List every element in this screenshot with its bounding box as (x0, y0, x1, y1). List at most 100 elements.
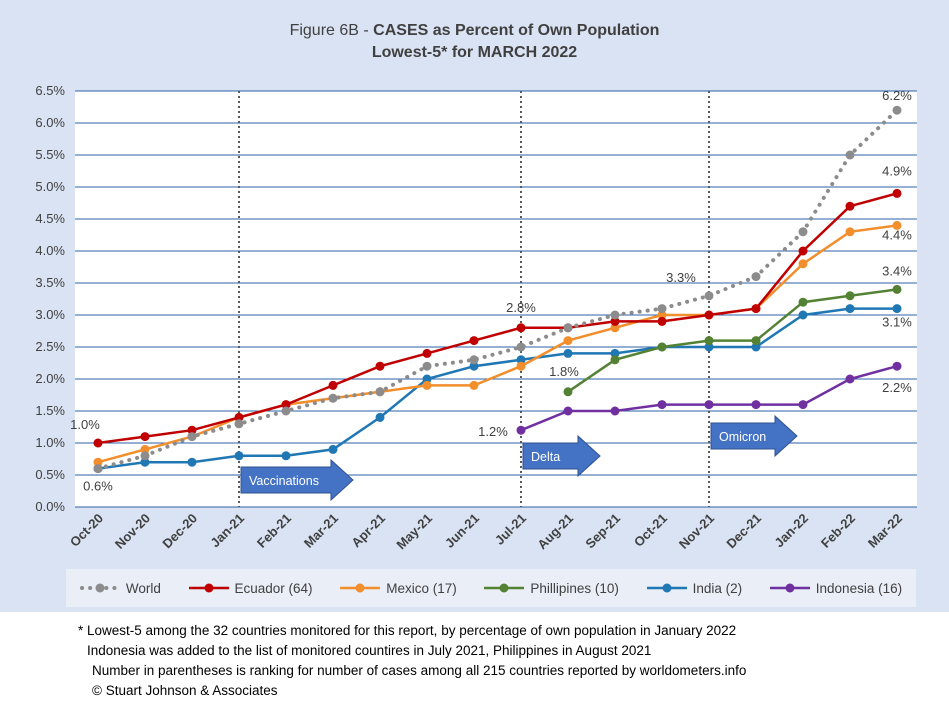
footnotes: * Lowest-5 among the 32 countries monito… (78, 621, 746, 701)
event-arrow-label: Omicron (719, 430, 766, 444)
data-point (704, 342, 714, 352)
event-arrow-label: Delta (531, 450, 560, 464)
footnote-1: * Lowest-5 among the 32 countries monito… (78, 623, 737, 638)
y-tick-label: 3.5% (35, 275, 65, 290)
chart-title-line2: Lowest-5* for MARCH 2022 (0, 42, 949, 64)
data-point (610, 406, 620, 416)
data-point (704, 400, 714, 410)
data-point (657, 310, 667, 320)
x-tick-label: Nov-21 (676, 511, 717, 552)
x-tick-label: Sep-21 (582, 511, 623, 552)
data-label: 1.0% (70, 417, 100, 432)
data-point (93, 457, 103, 467)
data-point (798, 259, 808, 269)
x-tick-label: Nov-20 (112, 511, 153, 552)
data-label: 3.3% (666, 270, 696, 285)
data-point (140, 444, 150, 454)
data-point (610, 323, 620, 333)
x-tick-label: May-21 (393, 511, 435, 553)
event-arrow-shape (240, 458, 354, 502)
footnote-2: Indonesia was added to the list of monit… (87, 643, 652, 658)
x-tick-label: Feb-22 (818, 511, 858, 551)
legend-label: Mexico (17) (386, 580, 457, 596)
event-arrow-shape (710, 414, 798, 458)
data-point (469, 380, 479, 390)
y-axis-ticks: 0.0% 0.5% 1.0% 1.5% 2.0% 2.5% 3.0% 3.5% 4.0% 4.5%… (35, 83, 65, 514)
data-label: 6.2% (882, 88, 912, 103)
data-point (563, 387, 573, 397)
data-point (516, 323, 526, 333)
data-point (657, 342, 667, 352)
data-point (328, 380, 338, 390)
data-point (610, 316, 620, 326)
x-tick-label: Jan-21 (207, 511, 247, 551)
data-point (234, 412, 244, 422)
data-point (187, 432, 197, 442)
x-axis-ticks: Oct-20 Nov-20 Dec-20 Jan-21 Feb-21 Mar-21 Apr-… (67, 511, 905, 553)
data-point (516, 425, 526, 435)
data-point (234, 419, 244, 429)
data-point (845, 291, 855, 301)
legend-marker (662, 583, 672, 593)
data-point (798, 400, 808, 410)
event-marker-arrow: Omicron (710, 414, 798, 458)
data-point (140, 432, 150, 442)
data-labels: 1.0% 0.6% 2.8% 1.2% 1.8% 3.3% 6.2% 4.9% 4.4% 3.4%… (70, 88, 912, 493)
data-label: 1.2% (478, 424, 508, 439)
data-point (892, 105, 902, 115)
data-point (892, 361, 902, 371)
data-label: 2.8% (506, 300, 536, 315)
data-point (422, 361, 432, 371)
data-point (563, 323, 573, 333)
event-marker-arrow: Delta (522, 434, 601, 478)
series-line (567, 288, 898, 393)
x-tick-label: Apr-21 (348, 511, 388, 551)
data-label: 4.9% (882, 163, 912, 178)
x-tick-label: Feb-21 (254, 511, 294, 551)
data-label: 4.4% (882, 227, 912, 242)
data-point (516, 355, 526, 365)
data-label: 3.4% (882, 263, 912, 278)
data-point (751, 342, 761, 352)
legend-swatch (188, 583, 229, 593)
data-point (516, 361, 526, 371)
series-line (97, 307, 897, 470)
y-tick-label: 0.5% (35, 467, 65, 482)
x-tick-label: Jul-21 (492, 511, 529, 548)
data-point (657, 316, 667, 326)
x-tick-label: Dec-21 (723, 511, 764, 552)
data-point (469, 355, 479, 365)
legend-swatch (340, 583, 381, 593)
series-world (93, 105, 902, 474)
data-point (704, 336, 714, 346)
series-phillipines (563, 284, 902, 397)
data-point (798, 246, 808, 256)
legend-item-mexico: Mexico (17) (340, 581, 457, 596)
legend-swatch (484, 583, 525, 593)
data-point (140, 451, 150, 461)
event-marker-arrow: Vaccinations (240, 458, 354, 502)
x-tick-label: Aug-21 (534, 511, 576, 553)
data-point (610, 310, 620, 320)
legend-item-phillipines: Phillipines (10) (484, 581, 619, 596)
data-point (234, 451, 244, 461)
data-point (469, 361, 479, 371)
legend-marker (95, 583, 105, 593)
legend-swatch (646, 583, 687, 593)
legend-item-indonesia: Indonesia (16) (769, 581, 902, 596)
data-point (375, 387, 385, 397)
line-chart: 0.0% 0.5% 1.0% 1.5% 2.0% 2.5% 3.0% 3.5% 4.0% 4.5%… (35, 83, 917, 553)
data-point (187, 425, 197, 435)
data-point (704, 291, 714, 301)
data-point (751, 304, 761, 314)
data-point (610, 348, 620, 358)
data-label: 1.8% (549, 364, 579, 379)
data-label: 0.6% (83, 479, 113, 494)
title-line2-text: Lowest-5* for MARCH 2022 (371, 44, 578, 61)
data-point (563, 336, 573, 346)
y-tick-label: 2.0% (35, 371, 65, 386)
legend-item-world: World (79, 581, 161, 596)
data-point (140, 457, 150, 467)
data-point (610, 355, 620, 365)
legend-item-india: India (2) (646, 581, 742, 596)
